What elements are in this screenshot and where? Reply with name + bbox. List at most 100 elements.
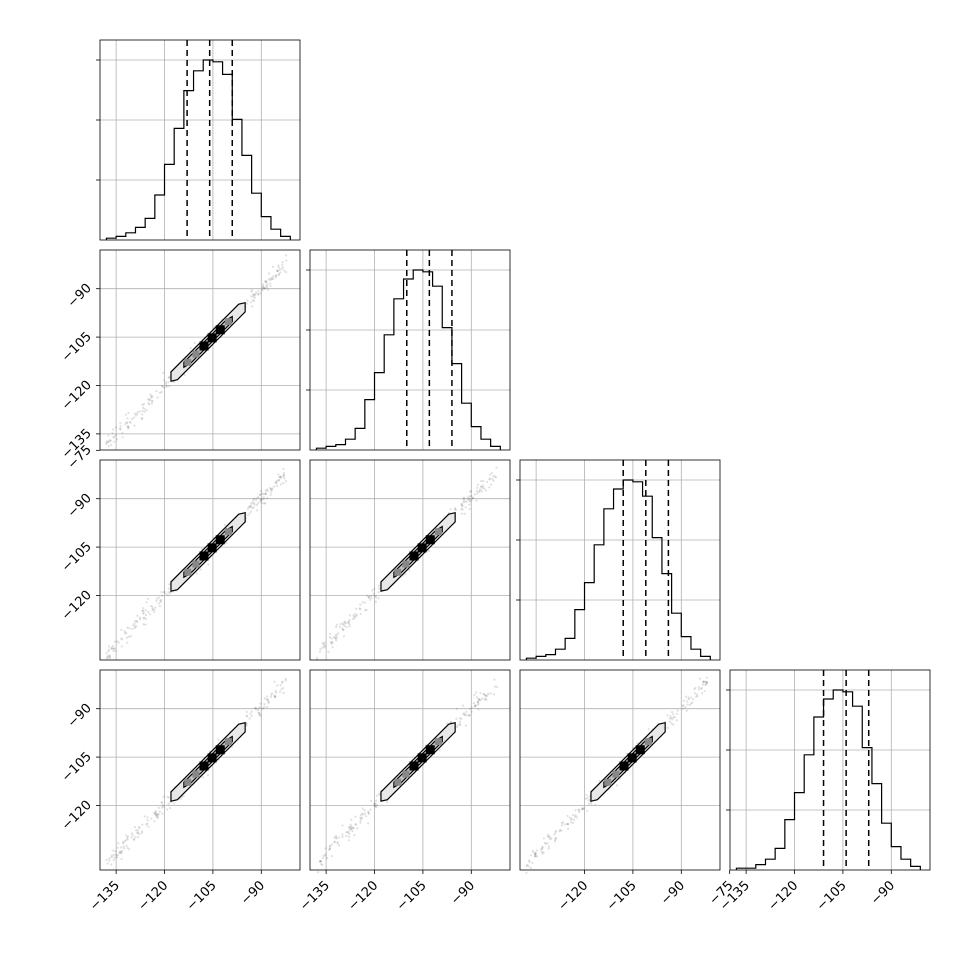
scatter-point — [153, 812, 156, 815]
panel-4-1: −120 −105 −90 −135 −120 −105 −90 — [59, 669, 301, 914]
scatter-point — [263, 280, 267, 283]
scatter-point — [334, 637, 337, 640]
scatter-point — [136, 836, 140, 839]
scatter-point — [266, 496, 269, 500]
scatter-point — [463, 512, 466, 515]
scatter-point — [156, 816, 160, 819]
scatter-point — [278, 268, 281, 271]
scatter-point — [570, 817, 573, 820]
scatter-point — [564, 823, 567, 826]
scatter-point — [144, 613, 148, 617]
scatter-point — [476, 700, 479, 704]
scatter-point — [142, 623, 145, 626]
density-bin — [409, 761, 419, 771]
scatter-point — [525, 864, 528, 867]
scatter-point — [586, 796, 589, 799]
scatter-point — [320, 862, 323, 866]
scatter-point — [587, 802, 591, 805]
scatter-point — [549, 838, 552, 841]
scatter-point — [554, 837, 557, 840]
scatter-point — [266, 283, 269, 286]
scatter-point — [354, 815, 357, 818]
scatter-point — [647, 728, 650, 731]
scatter-point — [700, 686, 703, 690]
scatter-point — [168, 583, 171, 586]
scatter-point — [359, 816, 362, 819]
scatter-point — [373, 802, 376, 806]
scatter-point — [121, 432, 124, 435]
panel-4-3: −120 −105 −90 −75 — [519, 669, 737, 914]
scatter-point — [345, 835, 348, 838]
scatter-point — [157, 813, 160, 816]
scatter-point — [544, 842, 547, 846]
scatter-point — [148, 399, 151, 402]
scatter-point — [161, 594, 164, 597]
scatter-point — [328, 636, 331, 639]
scatter-point — [217, 738, 220, 741]
scatter-point — [263, 287, 267, 290]
scatter-point — [331, 641, 334, 644]
scatter-point — [146, 597, 150, 600]
scatter-point — [147, 403, 151, 406]
scatter-point — [160, 801, 163, 804]
scatter-point — [367, 811, 370, 814]
scatter-point — [142, 402, 145, 406]
scatter-point — [133, 424, 136, 427]
panel-frame — [729, 669, 931, 871]
scatter-point — [535, 849, 539, 852]
scatter-point — [112, 858, 115, 862]
scatter-point — [158, 810, 161, 813]
panel-frame — [309, 669, 511, 871]
scatter-point — [578, 809, 581, 812]
y-tick-label: −90 — [65, 491, 95, 521]
scatter-point — [135, 828, 138, 832]
density-bin — [417, 753, 427, 763]
scatter-point — [280, 267, 283, 271]
scatter-point — [348, 621, 351, 624]
scatter-point — [461, 508, 464, 511]
scatter-point — [281, 263, 284, 266]
scatter-point — [112, 428, 115, 431]
x-tick-label: −135 — [87, 878, 123, 914]
scatter-point — [132, 624, 135, 627]
scatter-point — [162, 371, 165, 374]
scatter-point — [359, 817, 363, 820]
scatter-point — [462, 712, 466, 715]
scatter-point — [491, 477, 494, 480]
scatter-point — [254, 706, 257, 710]
scatter-point — [336, 842, 339, 845]
scatter-point — [474, 705, 477, 708]
scatter-point — [480, 479, 483, 483]
scatter-point — [122, 847, 126, 850]
scatter-point — [473, 704, 477, 707]
scatter-point — [348, 828, 351, 831]
scatter-point — [687, 697, 691, 701]
scatter-point — [560, 829, 563, 832]
scatter-point — [534, 854, 537, 857]
scatter-point — [481, 484, 485, 487]
scatter-point — [117, 842, 120, 845]
scatter-point — [347, 826, 350, 829]
scatter-point — [346, 831, 350, 834]
scatter-point — [183, 373, 186, 376]
scatter-point — [485, 698, 488, 702]
scatter-point — [688, 703, 692, 706]
scatter-point — [378, 792, 381, 795]
scatter-point — [143, 815, 146, 818]
scatter-point — [670, 716, 673, 720]
scatter-point — [676, 712, 679, 716]
scatter-point — [455, 707, 458, 710]
scatter-point — [477, 698, 481, 701]
scatter-point — [257, 502, 260, 505]
density-bin — [612, 770, 620, 778]
scatter-point — [133, 838, 136, 841]
scatter-point — [271, 276, 274, 279]
scatter-point — [267, 701, 271, 704]
x-tick-label: −105 — [604, 878, 640, 914]
scatter-point — [133, 826, 137, 829]
scatter-point — [252, 295, 255, 298]
scatter-point — [155, 814, 159, 817]
density-bin — [192, 350, 200, 358]
scatter-point — [275, 482, 278, 485]
scatter-point — [109, 439, 112, 442]
